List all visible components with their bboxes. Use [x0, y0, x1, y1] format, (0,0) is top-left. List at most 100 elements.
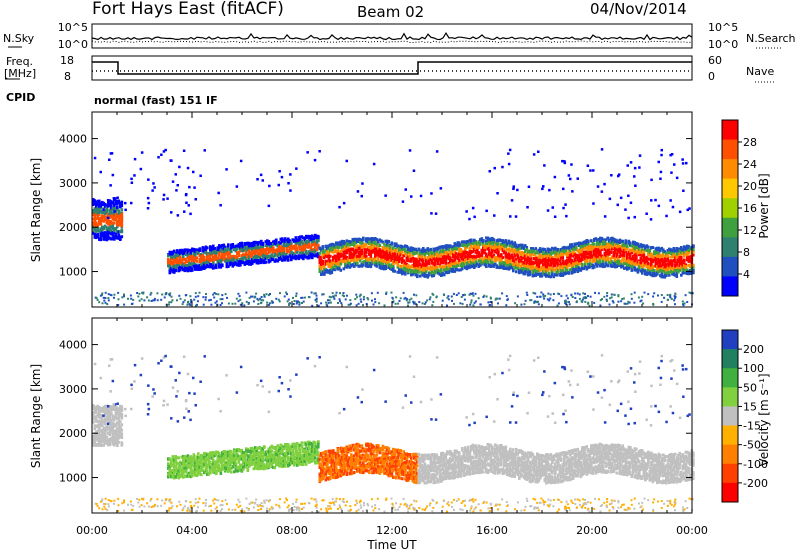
data-cell — [473, 266, 476, 269]
data-cell — [653, 264, 656, 268]
data-cell — [224, 245, 227, 249]
data-cell — [332, 255, 335, 259]
data-cell — [356, 261, 359, 265]
data-cell — [255, 259, 259, 262]
data-cell — [515, 264, 518, 268]
data-cell — [321, 260, 325, 263]
data-cell — [494, 255, 497, 259]
data-cell — [174, 255, 178, 259]
data-cell — [233, 259, 236, 262]
data-cell — [543, 260, 547, 264]
data-cell — [557, 270, 560, 274]
data-cell — [407, 268, 410, 272]
data-cell — [545, 270, 548, 274]
data-cell — [588, 255, 592, 259]
data-cell — [363, 251, 367, 255]
data-cell — [120, 212, 124, 216]
data-cell — [551, 273, 554, 277]
data-cell — [573, 257, 577, 261]
data-cell — [377, 240, 380, 244]
data-cell — [111, 226, 115, 230]
data-cell — [458, 258, 461, 262]
data-cell — [105, 206, 109, 210]
data-cell — [453, 250, 457, 254]
data-cell — [467, 240, 470, 243]
data-cell — [186, 266, 190, 270]
data-cell — [492, 240, 496, 244]
data-cell — [239, 245, 242, 249]
data-cell — [350, 251, 353, 255]
data-cell — [509, 248, 512, 252]
data-cell — [510, 265, 514, 269]
data-cell — [348, 240, 352, 244]
data-cell — [648, 264, 652, 268]
data-cell — [323, 256, 326, 260]
data-cell — [93, 214, 97, 218]
data-cell — [338, 252, 341, 256]
data-cell — [417, 267, 421, 271]
data-cell — [522, 268, 526, 272]
data-cell — [459, 263, 463, 267]
data-cell — [636, 242, 640, 246]
data-cell — [474, 255, 478, 259]
data-cell — [269, 247, 272, 251]
data-cell — [647, 251, 650, 255]
data-cell — [281, 254, 284, 258]
data-cell — [407, 259, 410, 263]
data-cell — [272, 247, 275, 251]
data-cell — [582, 246, 586, 250]
data-cell — [201, 262, 205, 266]
data-cell — [447, 248, 451, 252]
data-cell — [351, 255, 355, 259]
data-cell — [366, 258, 370, 262]
data-cell — [309, 235, 313, 239]
data-cell — [620, 261, 623, 265]
data-cell — [230, 255, 233, 259]
data-cell — [608, 250, 611, 254]
data-cell — [188, 259, 191, 262]
data-cell — [431, 252, 434, 256]
data-cell — [314, 254, 317, 258]
data-cell — [281, 258, 284, 262]
data-cell — [182, 252, 185, 255]
data-cell — [462, 240, 466, 244]
data-cell — [609, 243, 613, 247]
data-cell — [512, 242, 515, 246]
data-cell — [533, 267, 536, 271]
data-cell — [401, 247, 404, 251]
data-cell — [459, 251, 463, 255]
data-cell — [453, 261, 457, 265]
data-cell — [393, 248, 397, 252]
data-cell — [560, 252, 563, 256]
data-cell — [402, 259, 406, 263]
data-cell — [593, 237, 596, 241]
data-cell — [266, 255, 269, 259]
data-cell — [398, 260, 401, 263]
data-cell — [266, 247, 269, 250]
data-cell — [425, 251, 428, 255]
data-cell — [396, 270, 400, 274]
data-cell — [113, 202, 116, 206]
data-cell — [101, 234, 104, 238]
data-cell — [642, 268, 646, 272]
data-cell — [533, 249, 536, 253]
data-cell — [620, 239, 623, 243]
data-cell — [99, 206, 103, 210]
data-cell — [341, 248, 344, 252]
data-cell — [630, 251, 634, 255]
data-cell — [461, 249, 464, 253]
data-cell — [443, 260, 446, 264]
data-cell — [449, 258, 452, 262]
data-cell — [434, 267, 437, 271]
data-cell — [212, 256, 215, 259]
data-cell — [417, 253, 421, 257]
data-cell — [404, 266, 407, 270]
data-cell — [318, 265, 322, 268]
data-cell — [549, 248, 553, 252]
data-cell — [404, 270, 407, 274]
data-cell — [360, 262, 364, 266]
data-cell — [614, 247, 617, 250]
data-cell — [119, 238, 122, 241]
data-cell — [546, 265, 550, 269]
data-cell — [534, 273, 538, 277]
